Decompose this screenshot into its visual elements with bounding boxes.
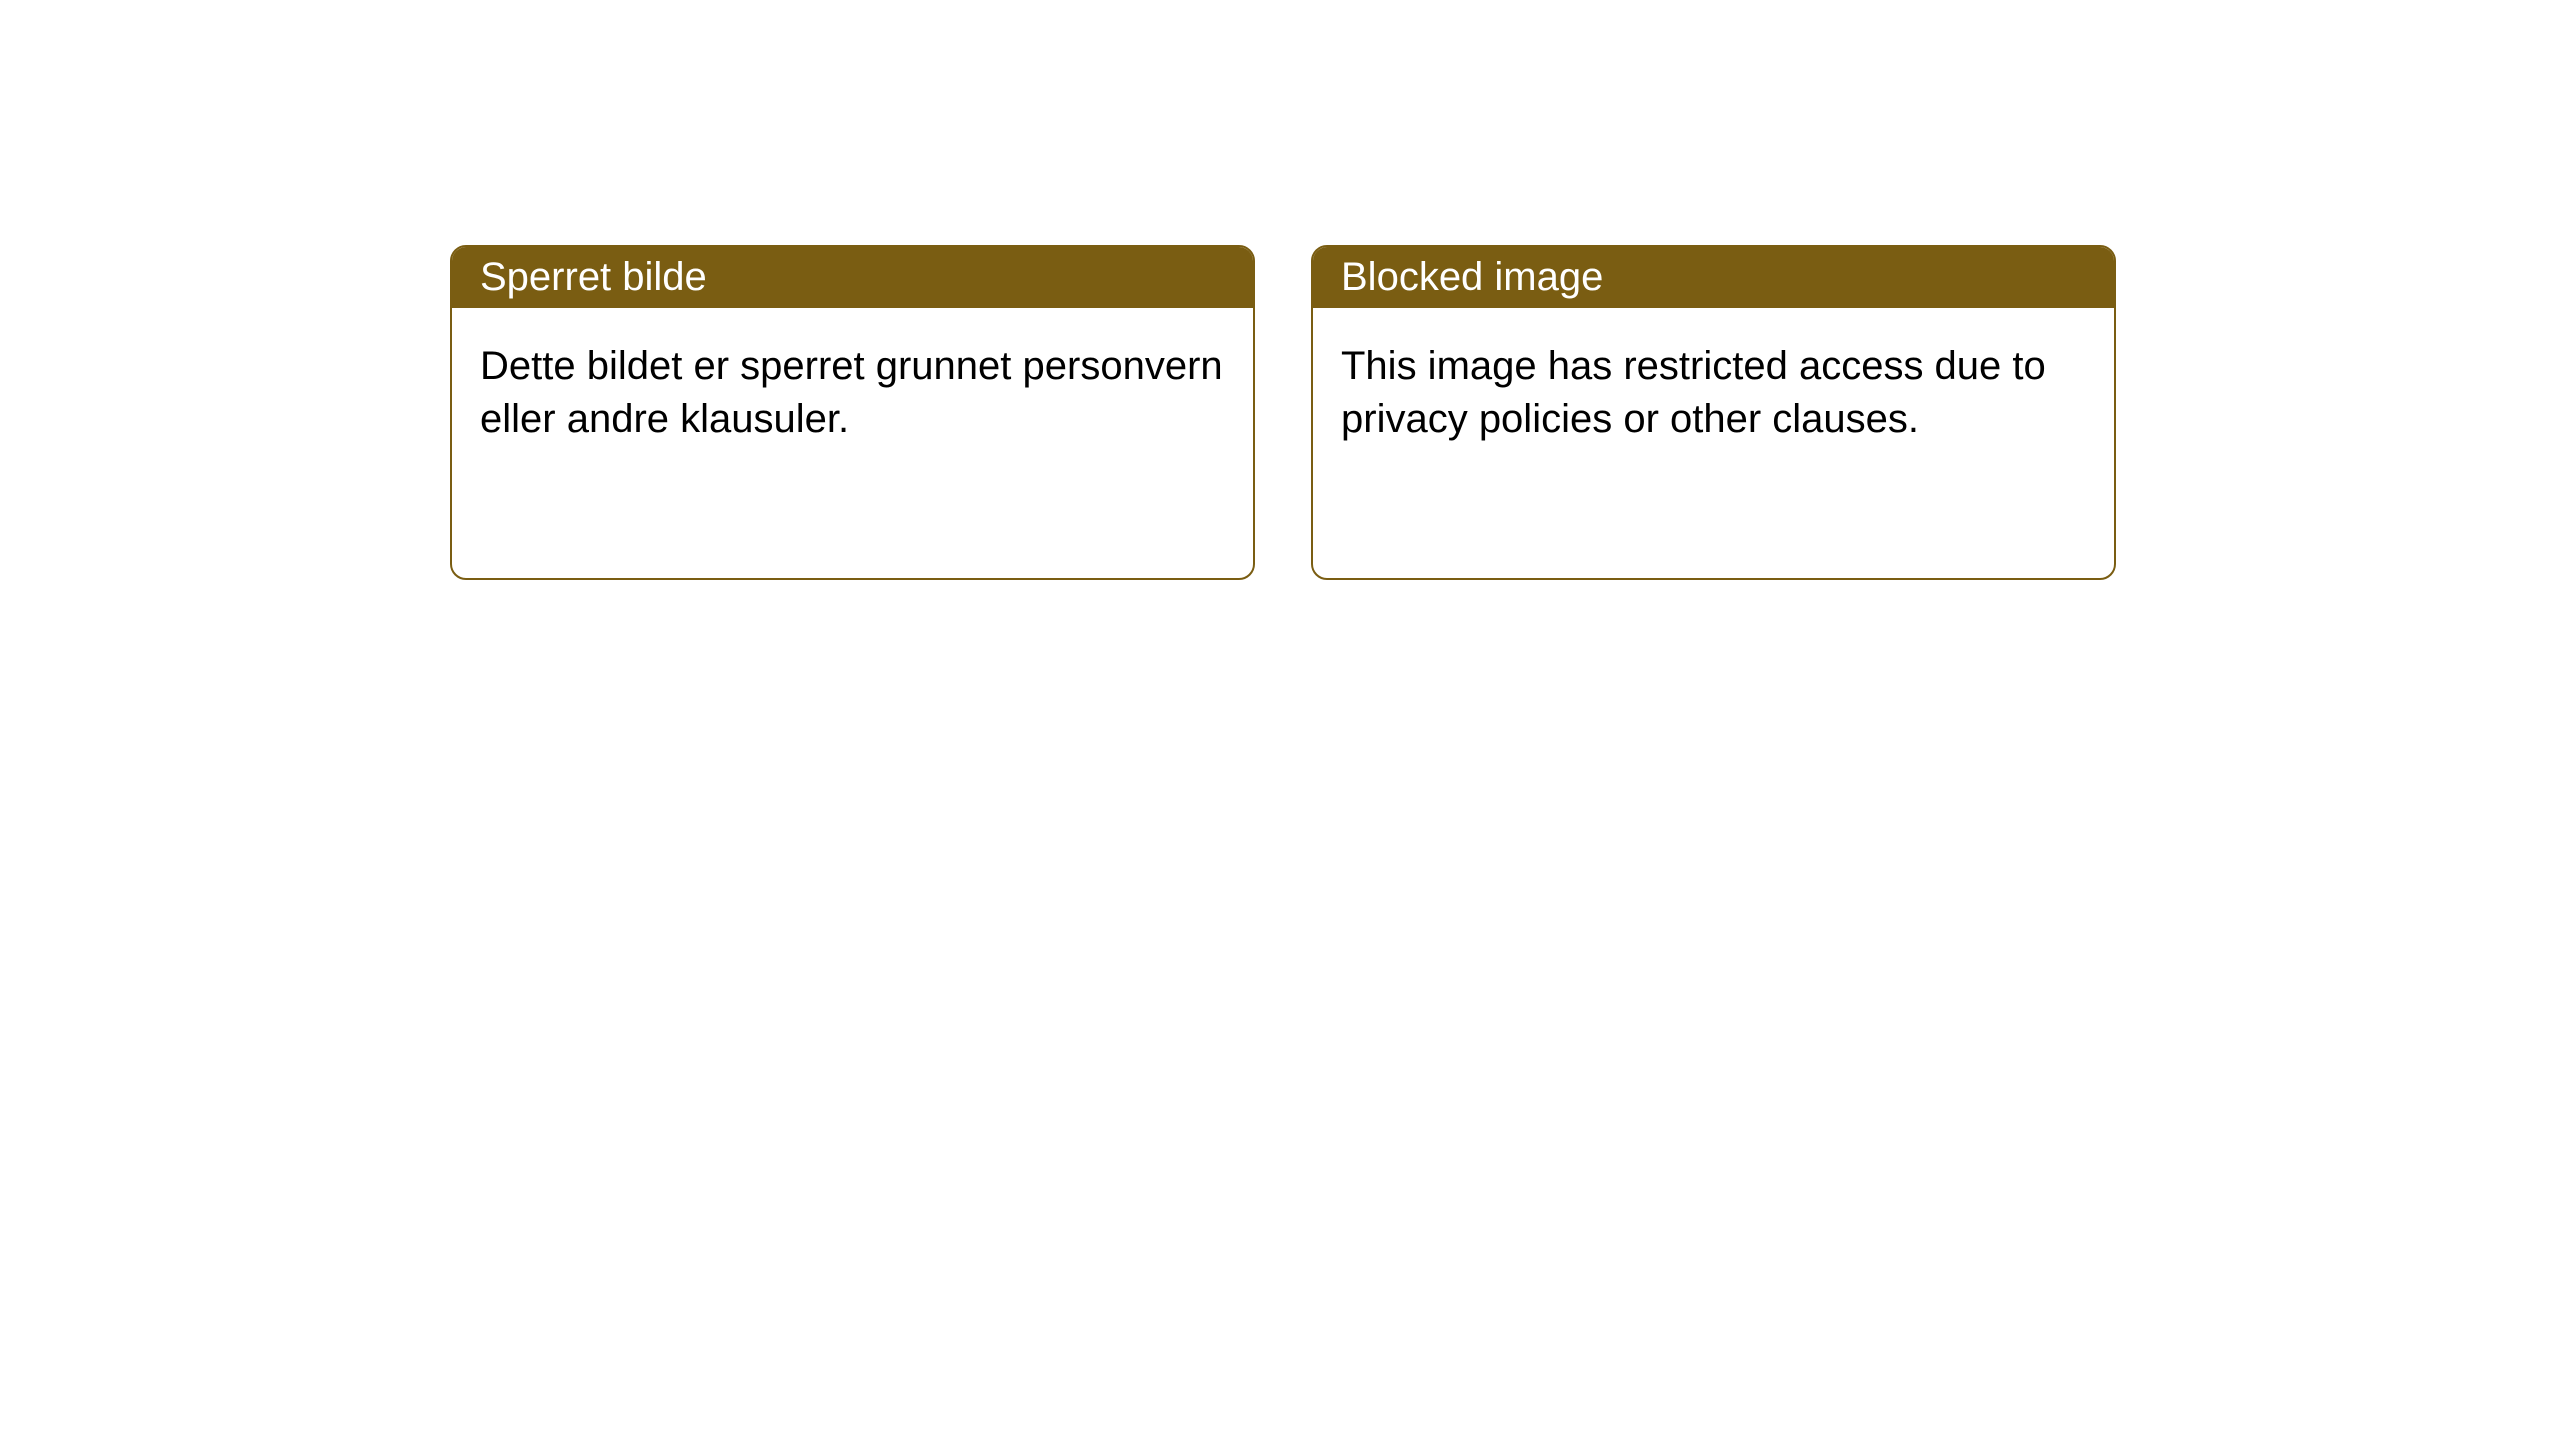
card-body-text: Dette bildet er sperret grunnet personve… xyxy=(452,308,1253,578)
notice-card-container: Sperret bilde Dette bildet er sperret gr… xyxy=(0,0,2560,580)
notice-card-english: Blocked image This image has restricted … xyxy=(1311,245,2116,580)
notice-card-norwegian: Sperret bilde Dette bildet er sperret gr… xyxy=(450,245,1255,580)
card-body-text: This image has restricted access due to … xyxy=(1313,308,2114,578)
card-title: Sperret bilde xyxy=(452,247,1253,308)
card-title: Blocked image xyxy=(1313,247,2114,308)
